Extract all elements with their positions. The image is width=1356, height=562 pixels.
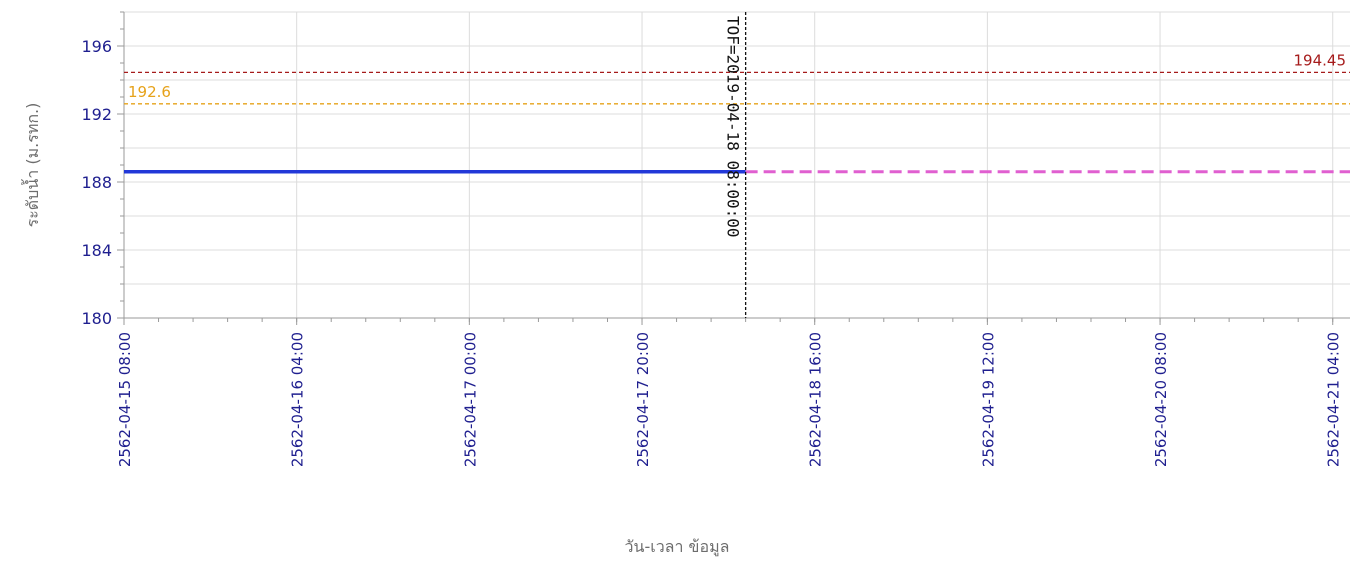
tick-labels: 180 184 188 192 196 2562-04-15 08:00 2562-04-1… [81, 37, 1342, 467]
y-axis-title: ระดับน้ำ (ม.รทก.) [21, 103, 42, 228]
y-tick-label: 180 [81, 309, 112, 328]
x-tick-label: 2562-04-19 12:00 [979, 332, 997, 467]
x-tick-label: 2562-04-21 04:00 [1325, 332, 1343, 467]
x-tick-label: 2562-04-15 08:00 [116, 332, 134, 467]
y-tick-label: 184 [81, 241, 112, 260]
x-tick-label: 2562-04-18 16:00 [807, 332, 825, 467]
x-tick-label: 2562-04-20 08:00 [1152, 332, 1170, 467]
axes [117, 11, 1350, 325]
reference-lines: 194.45 192.6 [124, 51, 1350, 105]
y-tick-label: 188 [81, 173, 112, 192]
grid-lines [123, 11, 1350, 319]
x-tick-label: 2562-04-17 00:00 [461, 332, 479, 467]
y-tick-label: 196 [81, 37, 112, 56]
reference-line-label: 192.6 [128, 83, 171, 101]
y-tick-label: 192 [81, 105, 112, 124]
x-tick-label: 2562-04-17 20:00 [634, 332, 652, 467]
x-tick-label: 2562-04-16 04:00 [289, 332, 307, 467]
reference-line-label: 194.45 [1294, 51, 1347, 69]
x-axis-title: วัน-เวลา ข้อมูล [625, 537, 730, 557]
tof-marker-label: TOF=2019-04-18 08:00:00 [724, 16, 743, 238]
